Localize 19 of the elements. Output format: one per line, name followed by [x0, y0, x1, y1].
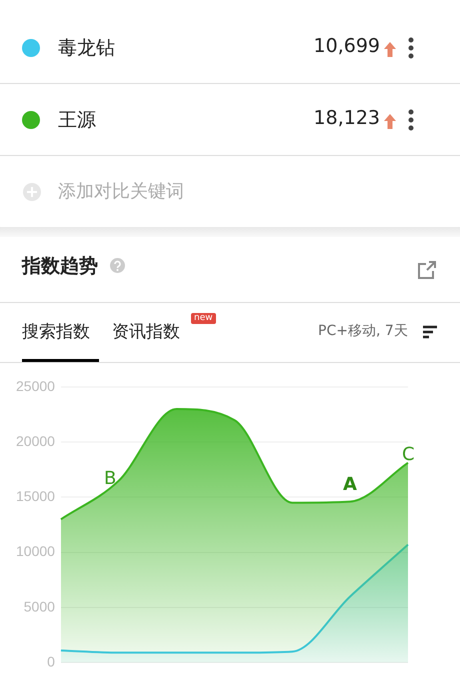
y-tick-label: 0	[47, 653, 56, 670]
text: 18,123	[314, 107, 380, 129]
annotation: B	[104, 468, 116, 489]
legend-label: 毒龙钻	[58, 36, 115, 61]
text: new	[191, 313, 216, 324]
y-tick-label: 10000	[16, 543, 56, 560]
annotation: C	[402, 444, 415, 465]
y-tick-label: 15000	[16, 488, 56, 504]
text: 添加对比关键词	[58, 180, 184, 203]
text: 搜索指数	[22, 321, 90, 343]
y-tick-label: 5000	[24, 598, 56, 614]
text: PC+移动, 7天	[318, 322, 408, 340]
chart-title: 指数趋势	[22, 254, 98, 279]
annotation: A	[343, 474, 357, 495]
text: 10,699	[314, 35, 380, 57]
legend-label: 王源	[58, 108, 96, 133]
y-tick-label: 25000	[16, 378, 56, 394]
text: 资讯指数	[112, 321, 180, 343]
y-tick-label: 20000	[16, 432, 56, 449]
